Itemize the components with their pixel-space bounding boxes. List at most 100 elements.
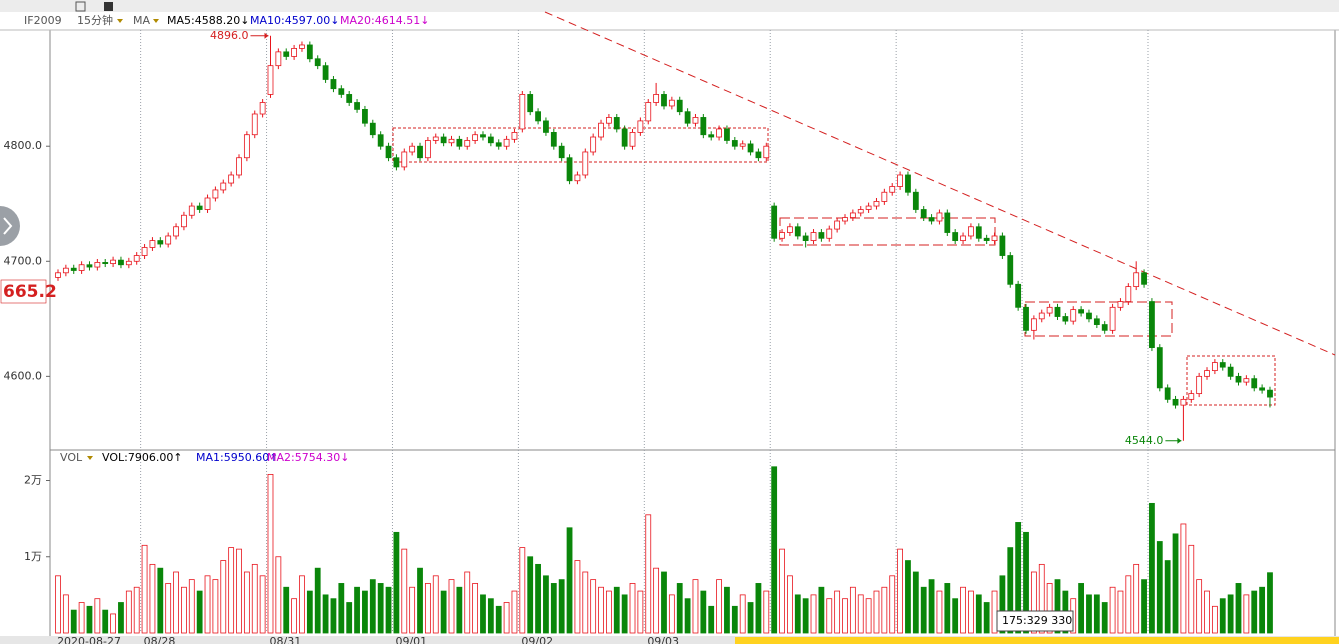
volume-bar [621,594,628,634]
candle-body [637,120,644,133]
volume-bar [1125,575,1132,634]
date-label: 09/03 [647,635,679,644]
volume-bar [346,602,353,634]
volume-bar [983,602,990,634]
volume-bar [1219,598,1226,634]
volume-bar [550,583,557,634]
candle-body [456,138,463,147]
candle-body [582,151,589,176]
volume-bar [747,602,754,634]
volume-bar [700,590,707,634]
volume-bar [527,556,534,634]
volume-bar [692,579,699,634]
ma-label: MA10:4597.00↓ [250,14,339,27]
volume-bar [322,594,329,634]
volume-bar [448,579,455,634]
candle-body [566,157,573,182]
volume-bar [566,527,573,634]
candle-body [259,102,266,115]
candle-body [771,205,778,239]
candle-body [1211,362,1218,372]
volume-bar [125,590,132,634]
volume-bar [653,567,660,634]
volume-bar [968,590,974,634]
volume-bar [377,583,384,634]
candle-body [1038,312,1045,320]
volume-bar [503,602,510,634]
volume-bar [818,586,825,634]
volume-bar [157,567,164,634]
volume-bar [1086,594,1092,634]
volume-legend: VOL:7906.00↑ MA1:5950.60↑MA2:5754.30↓ [102,451,349,464]
indicator[interactable]: MA [133,14,150,27]
volume-bar [1078,583,1084,634]
volume-bar [432,575,439,634]
candle-body [196,205,203,210]
info-bar [0,12,1339,30]
tooltip-box [996,610,1074,632]
volume-bar [613,586,620,634]
dropdown-arrow[interactable] [87,456,93,460]
volume-bar [511,590,518,634]
volume-bar [928,579,935,634]
high-arrowhead [264,32,269,39]
period[interactable]: 15分钟 [77,13,113,27]
candle-body [283,51,290,57]
candle-body [1023,306,1029,331]
dropdown-arrow[interactable] [117,19,123,23]
volume-bar [417,567,423,634]
volume-label: MA2:5754.30↓ [267,451,349,464]
candle-body [220,182,227,191]
toolbar-icon[interactable] [75,1,86,12]
volume-bar [149,563,156,634]
volume-bar [354,586,360,634]
volume-bar [220,560,227,634]
candle-body [763,145,770,159]
volume-bar [794,594,801,634]
candle-body [141,247,148,256]
candle-body [1117,301,1124,308]
nav-arrow [3,217,13,235]
candle-body [157,240,164,245]
volume-bar [535,563,541,634]
volume-bar [78,602,85,634]
price-box [0,279,47,304]
candle-body [613,117,620,130]
candle-body [236,157,242,176]
candle-body [668,99,675,107]
volume-bar [590,579,597,634]
range-box [1186,355,1276,406]
volume-bar [1093,594,1100,634]
volume-title[interactable]: VOL [60,451,83,464]
volume-bar [731,605,738,634]
candle-body [960,235,966,241]
dropdown-arrow[interactable] [153,19,159,23]
candle-body [826,228,833,239]
volume-bar [338,583,345,634]
current-price: 665.2 [3,282,57,302]
candle-body [338,88,345,95]
volume-bar [960,586,966,634]
volume-bar [228,547,235,634]
volume-bar [810,594,817,634]
ma-label: MA20:4614.51↓ [340,14,429,27]
volume-bar [94,598,101,634]
volume-bar [739,594,746,634]
toolbar-icon[interactable] [104,2,113,11]
candle-body [314,58,321,67]
candle-body [905,174,911,193]
volume-bar [472,583,479,634]
candle-body [1125,286,1132,302]
symbol[interactable]: IF2009 [24,14,62,27]
volume-bar [110,613,116,634]
volume-bar [495,605,502,634]
volume-bar [118,602,124,634]
candle-body [676,99,683,113]
candle-body [912,191,919,210]
candle-body [362,108,368,124]
volume-bar [62,594,69,634]
volume-bar [661,571,667,634]
low-arrowhead [1177,437,1182,444]
volume-bar [196,590,203,634]
